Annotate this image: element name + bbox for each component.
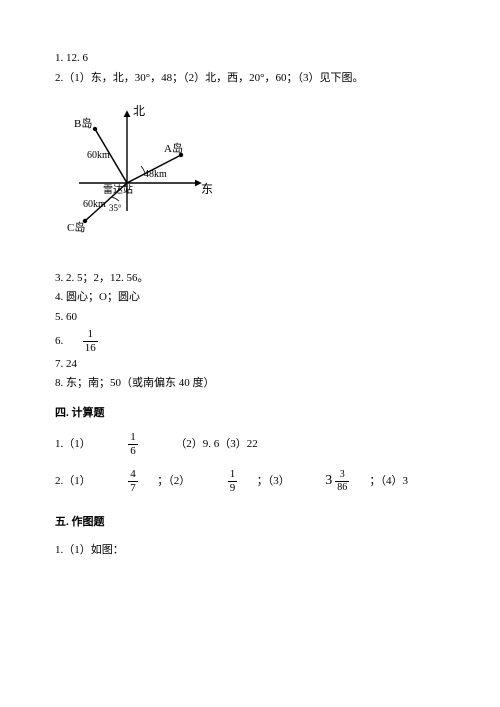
ans-1: 1. 12. 6 — [55, 50, 445, 68]
label-c-island: C岛 — [67, 220, 85, 234]
label-60c: 60km — [83, 199, 106, 210]
calc-q1-rest: （2）9. 6（3）22 — [175, 438, 258, 450]
calc-q2-sep1: ；（2） — [157, 475, 190, 487]
compass-diagram: 北 东 B岛 A岛 C岛 60km 48km 60km 35° 雷达站 — [49, 103, 445, 250]
page: 1. 12. 6 2.（1）东，北，30°，48；（2）北，西，20°，60；（… — [0, 0, 500, 707]
calc-q1-num: 1 — [128, 432, 138, 445]
calc-q2-frac2: 1 9 — [228, 469, 238, 494]
calc-q2-mixed-whole: 3 — [325, 470, 332, 492]
label-60a: 60km — [87, 150, 110, 161]
calc-q2-mixed-den: 86 — [335, 482, 349, 493]
label-a-island: A岛 — [164, 141, 183, 155]
calc-q2-mixed: 3 3 86 — [325, 473, 355, 488]
ans-3: 3. 2. 5；2，12. 56。 — [55, 270, 445, 288]
ans-6-prefix: 6. — [55, 335, 63, 347]
label-station: 雷达站 — [103, 183, 133, 196]
calc-q2: 2.（1） 4 7 ；（2） 1 9 ；（3） 3 3 86 ；（4）3 — [55, 469, 445, 494]
ans-8: 8. 东；南；50（或南偏东 40 度） — [55, 375, 445, 393]
calc-q2-frac1: 4 7 — [128, 469, 138, 494]
label-b-island: B岛 — [74, 116, 92, 130]
label-east: 东 — [201, 182, 213, 196]
ans-2: 2.（1）东，北，30°，48；（2）北，西，20°，60；（3）见下图。 — [55, 70, 445, 88]
calc-q1-frac: 1 6 — [128, 432, 138, 457]
calc-q2-f2-den: 9 — [228, 482, 238, 494]
ans-6-den: 16 — [83, 342, 98, 354]
calc-q2-f2-num: 1 — [228, 469, 238, 482]
calc-q2-sep3: ；（4）3 — [370, 475, 409, 487]
ans-5: 5. 60 — [55, 309, 445, 327]
diagram-svg: 北 东 B岛 A岛 C岛 60km 48km 60km 35° 雷达站 — [49, 103, 219, 243]
section-5-heading: 五. 作图题 — [55, 514, 445, 532]
section-4-heading: 四. 计算题 — [55, 405, 445, 423]
label-35: 35° — [109, 203, 122, 213]
calc-q2-sep2: ；（3） — [257, 475, 290, 487]
label-north: 北 — [133, 104, 145, 118]
calc-q2-prefix: 2.（1） — [55, 475, 91, 487]
ans-6-num: 1 — [83, 329, 98, 342]
ans-6: 6. 1 16 — [55, 329, 445, 354]
calc-q1-den: 6 — [128, 445, 138, 457]
calc-q1: 1.（1） 1 6 （2）9. 6（3）22 — [55, 432, 445, 457]
calc-q2-f1-num: 4 — [128, 469, 138, 482]
ans-6-fraction: 1 16 — [83, 329, 98, 354]
calc-q1-prefix: 1.（1） — [55, 438, 91, 450]
ans-4: 4. 圆心；O；圆心 — [55, 289, 445, 307]
label-48: 48km — [144, 169, 167, 180]
ans-7: 7. 24 — [55, 356, 445, 374]
draw-q1: 1.（1）如图： — [55, 542, 445, 560]
calc-q2-f1-den: 7 — [128, 482, 138, 494]
calc-q2-mixed-num: 3 — [335, 470, 349, 482]
